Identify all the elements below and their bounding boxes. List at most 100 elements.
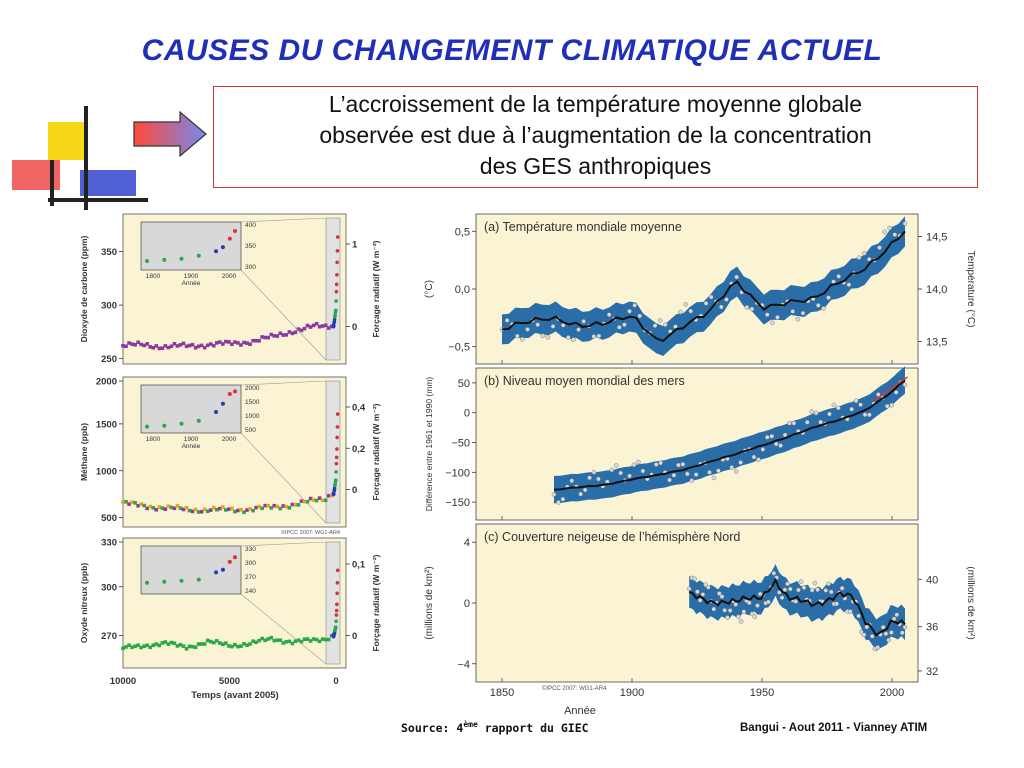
data-point [278,331,283,336]
data-point [883,631,889,637]
data-point [163,640,168,644]
data-point [230,506,234,511]
satellite-line [873,376,909,402]
data-point [334,282,339,287]
data-point [208,342,213,346]
data-point [751,454,757,460]
statement-box: L’accroissement de la température moyenn… [213,86,978,188]
data-point [329,324,334,329]
data-point [334,613,339,617]
data-point [736,614,741,619]
data-point [142,644,146,648]
data-point [130,342,134,346]
data-point [199,343,204,348]
data-point [160,346,165,351]
x-tick-label: 5000 [219,676,240,687]
data-point [248,507,252,511]
data-point [683,302,688,307]
data-point [673,324,678,329]
data-point [317,639,322,644]
inset-point [162,257,167,262]
inset-tick-label: 350 [245,243,256,250]
data-point [887,225,892,231]
inset-point [233,228,237,233]
data-point [187,343,192,348]
data-point [227,644,231,648]
x-tick-label: 10000 [110,676,136,687]
data-point [302,326,307,331]
data-point [302,637,307,641]
data-point [305,323,310,328]
data-point [196,344,201,349]
data-point [596,476,601,482]
data-point [299,499,304,503]
data-point [734,274,739,280]
data-point [894,612,900,618]
data-point [154,344,159,348]
data-point [124,645,128,649]
data-point [637,313,643,319]
data-point [627,308,632,314]
data-point [296,327,301,331]
inset-point [179,421,184,426]
data-point [314,637,319,642]
data-point [867,412,872,418]
inset-tick-label: 330 [245,546,256,553]
data-point [263,503,267,508]
data-point [320,324,325,328]
data-point [124,344,128,349]
y-tick-label: 4 [464,537,470,549]
data-point [686,586,692,592]
data-point [335,249,340,253]
data-point [269,635,274,640]
data-point [334,625,338,630]
data-point [287,506,292,510]
y-right-tick-label: 0,1 [352,560,366,571]
data-point [711,606,717,612]
data-point [154,642,159,646]
y-tick-label: −4 [457,659,470,671]
data-point [591,469,597,475]
y-right-tick-label: 0 [352,485,357,496]
data-point [662,322,668,327]
x-tick-label: 1950 [750,687,774,699]
y-right-tick-label: 32 [926,666,938,678]
data-point [263,335,267,340]
data-point [334,308,338,313]
data-point [775,315,780,320]
data-point [236,341,240,345]
data-point [257,504,261,509]
data-point [139,502,143,506]
data-point [169,344,174,349]
data-point [299,639,304,644]
data-point [272,503,277,508]
inset-point [233,389,237,394]
inset-point [179,578,184,583]
data-point [245,341,249,345]
inset-connector [240,269,327,361]
data-point [771,570,777,576]
inset-tick-label: 1900 [184,273,199,280]
data-point [716,591,722,596]
data-point [121,343,125,348]
data-point [335,273,339,277]
data-point [777,590,782,595]
data-point [323,637,328,642]
data-point [671,472,677,478]
data-point [884,403,890,409]
data-point [260,506,264,511]
data-point [239,644,243,648]
data-point [828,589,834,595]
data-point [260,335,264,339]
data-point [269,332,274,337]
inset-connector [240,380,327,386]
data-point [869,634,875,639]
uncertainty-band [554,366,905,504]
data-point [251,508,255,513]
data-point [858,402,863,408]
inset-point [196,418,201,423]
data-point [230,644,234,649]
inset-point [145,424,149,429]
inset-tick-label: 500 [245,427,256,434]
data-point [556,500,561,505]
